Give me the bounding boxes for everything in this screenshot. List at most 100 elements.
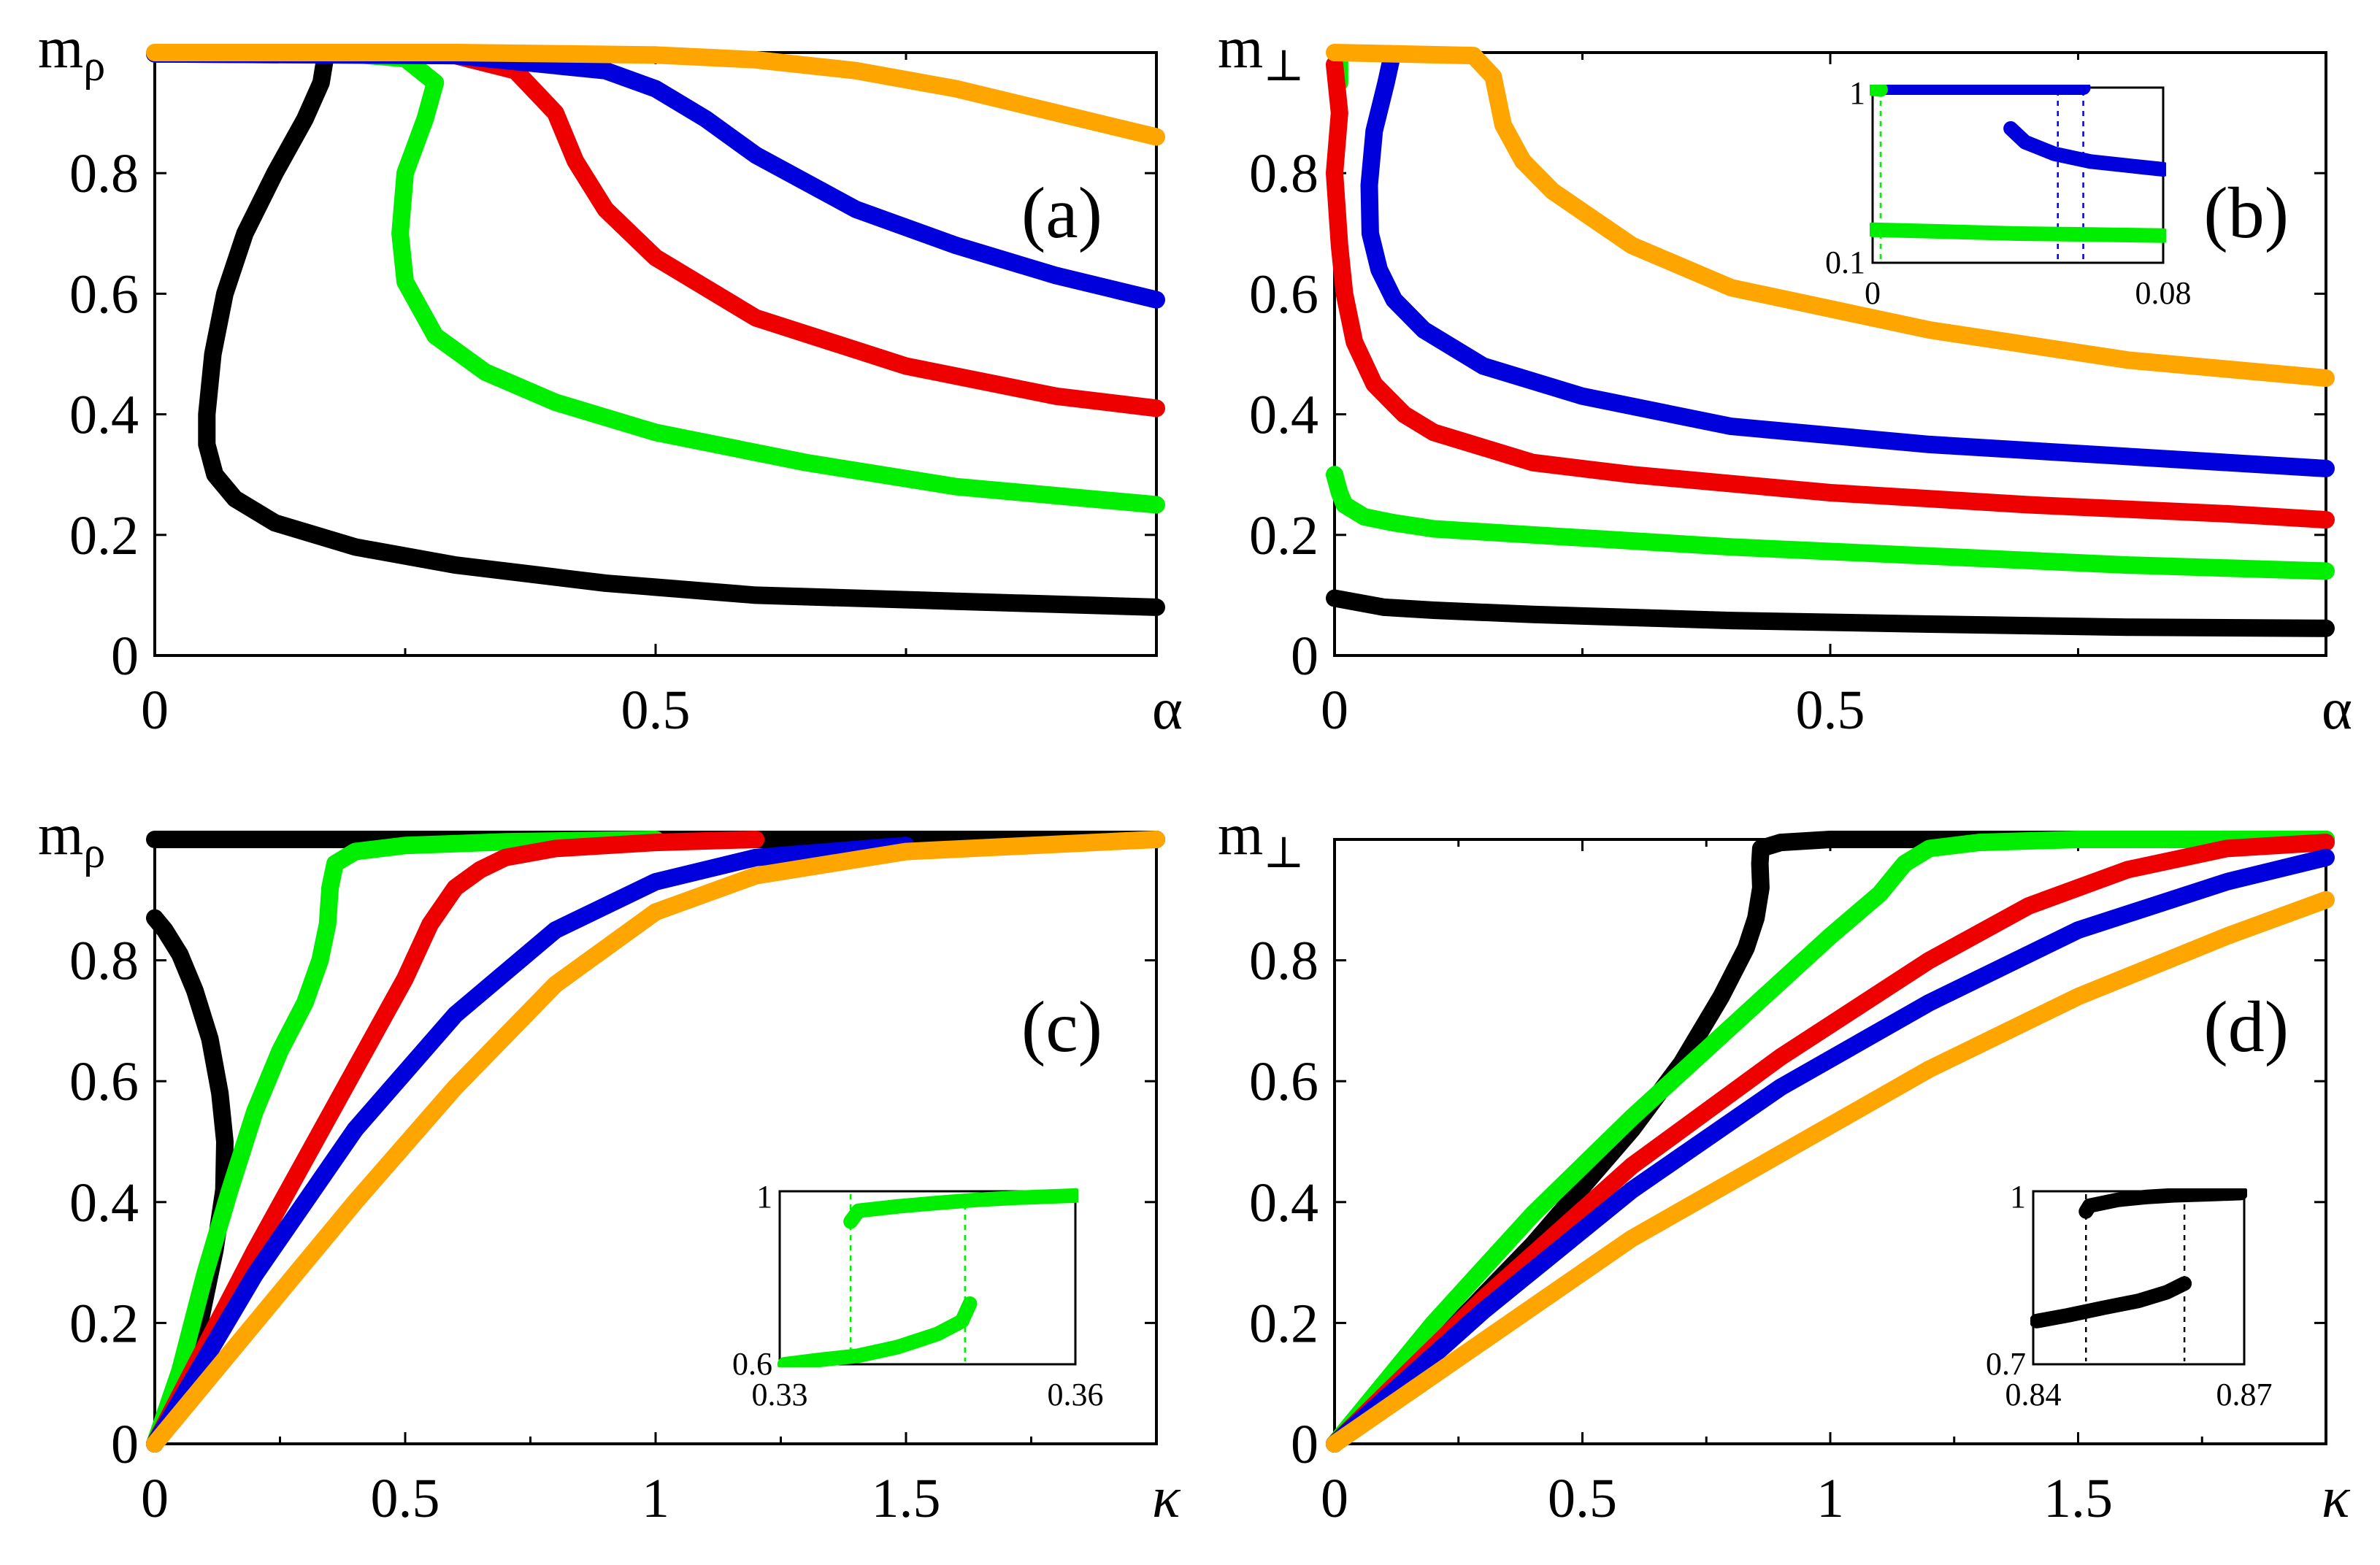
inset-x-tick-label: 0.87: [2216, 1377, 2273, 1412]
series-inset-green-lower: [1870, 222, 2166, 243]
x-tick-label: 1: [642, 1468, 669, 1529]
y-tick-label: 0.6: [69, 264, 139, 325]
plot-frame: [153, 51, 1158, 657]
y-tick-label: 0: [1291, 626, 1318, 687]
inset-y-tick-label: 0.1: [1825, 245, 1865, 280]
panel-label: (d): [2203, 986, 2289, 1067]
series-orange: [146, 44, 1165, 146]
y-axis-symbol: m: [1218, 803, 1263, 867]
y-tick-label: 0.6: [1249, 1051, 1318, 1112]
x-tick-label: 0: [141, 1468, 169, 1529]
y-axis-title: m⊥: [1218, 803, 1305, 877]
inset-series-group: [2030, 1188, 2247, 1361]
panel-b: 0 0.2 0.4 0.6 0.8 0 0.5 m⊥ α (b) 0 0.08 0.1 1: [1218, 16, 2352, 742]
y-axis-title: m⊥: [1218, 16, 1305, 90]
x-axis-title: α: [1152, 677, 1183, 742]
series-group: [146, 44, 1165, 616]
inset-x-tick-label: 0: [1865, 275, 1881, 311]
x-tick-label: 1.5: [2043, 1468, 2113, 1529]
inset-c: 0.33 0.36 0.6 1: [732, 1179, 1104, 1412]
y-tick-label: 0: [111, 626, 139, 687]
y-tick-label: 0.2: [1249, 1293, 1318, 1354]
series-orange: [146, 831, 1165, 1453]
series-black: [1326, 589, 2335, 637]
inset-y-tick-label: 0.7: [1986, 1346, 2026, 1382]
y-axis-title: mρ: [38, 16, 105, 90]
y-tick-label: 0.8: [69, 931, 139, 992]
inset-x-tick-label: 0.33: [752, 1377, 808, 1412]
y-tick-label: 0.2: [1249, 505, 1318, 566]
series-group: [1326, 44, 2335, 637]
inset-x-tick-label: 0.08: [2135, 275, 2192, 311]
series-inset-green-lower: [777, 1296, 978, 1367]
panel-label: (b): [2203, 172, 2289, 253]
x-axis-title: κ: [1152, 1466, 1181, 1530]
inset-y-tick-label: 1: [1849, 75, 1865, 111]
series-green: [1326, 466, 2335, 580]
x-axis-title: α: [2322, 677, 2352, 742]
y-tick-label: 0.2: [69, 505, 139, 566]
y-tick-label: 0.4: [1249, 1172, 1318, 1234]
series-blue: [146, 45, 1165, 309]
inset-y-tick-label: 0.6: [732, 1346, 772, 1382]
inset-series-group: [777, 1188, 1078, 1367]
y-axis-title: mρ: [38, 803, 105, 877]
y-axis-symbol: m: [38, 16, 83, 80]
y-tick-label: 0.6: [69, 1051, 139, 1112]
x-tick-label: 0: [141, 680, 169, 741]
series-blue: [146, 837, 915, 1453]
series-inset-green-upper: [843, 1188, 1078, 1229]
series-inset-black-lower: [2030, 1276, 2192, 1328]
series-inset-green-upper: [1870, 85, 1888, 97]
y-tick-label: 0: [1291, 1414, 1318, 1475]
x-axis-title: κ: [2322, 1466, 2351, 1530]
inset-y-tick-label: 1: [756, 1179, 772, 1215]
inset-frame: [2032, 1190, 2246, 1366]
series-black: [1326, 831, 2335, 1453]
y-tick-label: 0.8: [69, 143, 139, 204]
inset-x-tick-label: 0.84: [2005, 1377, 2062, 1412]
inset-d: 0.84 0.87 0.7 1: [1986, 1179, 2273, 1412]
series-group: [146, 831, 1165, 1453]
inset-b: 0 0.08 0.1 1: [1825, 75, 2192, 311]
x-tick-label: 0: [1321, 680, 1348, 741]
series-inset-black-upper: [2078, 1188, 2247, 1219]
panel-d: 0 0.2 0.4 0.6 0.8 0 0.5 1 1.5 m⊥ κ (d) 0.84 0.87 0.7 1: [1218, 803, 2351, 1530]
y-tick-label: 0.6: [1249, 264, 1318, 325]
y-tick-label: 0.4: [69, 385, 139, 446]
x-tick-label: 0.5: [1796, 680, 1865, 741]
series-green: [1326, 831, 2335, 1453]
y-axis-subscript: ρ: [83, 828, 105, 877]
y-tick-label: 0.8: [1249, 931, 1318, 992]
panel-label: (a): [1021, 172, 1102, 253]
inset-series-group: [1870, 85, 2166, 260]
x-tick-label: 0.5: [1548, 1468, 1617, 1529]
series-group: [1326, 831, 2335, 1453]
y-axis-subscript: ρ: [83, 42, 105, 90]
panel-label: (c): [1021, 986, 1102, 1067]
series-orange: [1326, 44, 2335, 387]
x-tick-label: 0.5: [621, 680, 691, 741]
y-tick-label: 0: [111, 1414, 139, 1475]
series-black: [198, 50, 1165, 616]
x-tick-label: 0: [1321, 1468, 1348, 1529]
y-tick-label: 0.4: [1249, 385, 1318, 446]
series-red: [146, 831, 765, 1453]
series-blue: [1360, 47, 2335, 477]
y-tick-label: 0.4: [69, 1172, 139, 1234]
y-axis-subscript: ⊥: [1263, 828, 1304, 877]
y-axis-symbol: m: [1218, 16, 1263, 80]
series-red: [1326, 55, 2335, 529]
panel-c: 0 0.2 0.4 0.6 0.8 0 0.5 1 1.5 mρ κ (c) 0.33 0.36 0.6 1: [38, 803, 1181, 1530]
inset-x-tick-label: 0.36: [1048, 1377, 1104, 1412]
y-axis-symbol: m: [38, 803, 83, 867]
y-tick-label: 0.2: [69, 1293, 139, 1354]
series-red: [1326, 834, 2335, 1453]
x-tick-label: 0.5: [371, 1468, 440, 1529]
y-axis-subscript: ⊥: [1263, 42, 1304, 90]
series-green: [146, 831, 664, 1453]
series-inset-blue-lower: [2003, 121, 2166, 177]
x-tick-label: 1.5: [872, 1468, 941, 1529]
series-orange: [1326, 891, 2335, 1453]
